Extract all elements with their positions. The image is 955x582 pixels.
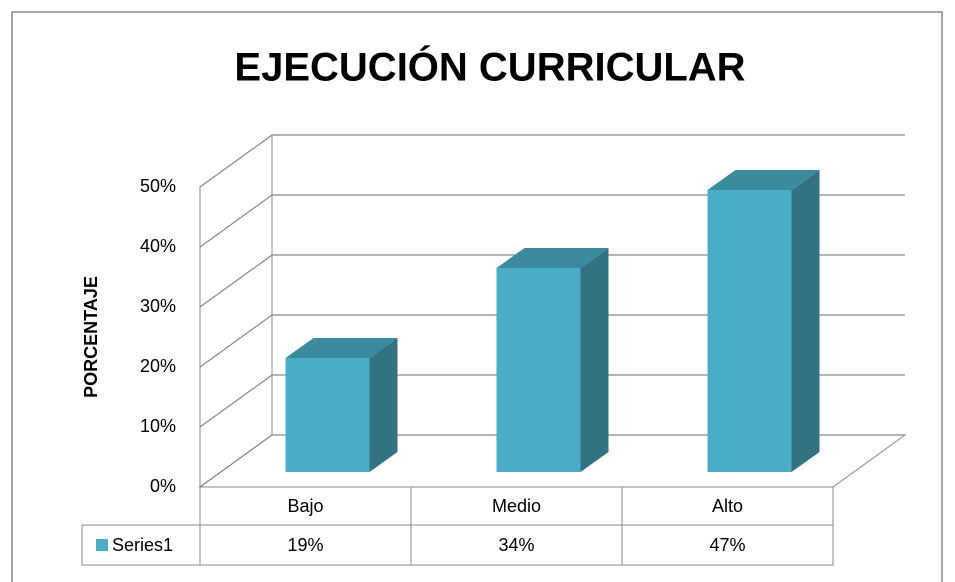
y-tick-label: 40% — [140, 236, 176, 256]
data-label: 47% — [709, 535, 745, 555]
legend-swatch — [96, 539, 108, 551]
bar — [285, 358, 370, 472]
bar-side — [369, 338, 398, 472]
x-tick-label: Medio — [492, 496, 541, 516]
data-label: 34% — [498, 535, 534, 555]
x-tick-label: Alto — [712, 496, 743, 516]
data-label: 19% — [287, 535, 323, 555]
y-axis-label: PORCENTAJE — [81, 276, 101, 398]
bar-top — [707, 170, 820, 190]
y-tick-label: 20% — [140, 356, 176, 376]
bar-top — [285, 338, 398, 358]
bar — [707, 190, 792, 472]
bar-side — [580, 248, 609, 472]
chart-title: EJECUCIÓN CURRICULAR — [234, 44, 745, 90]
bar — [496, 268, 581, 472]
bar-top — [496, 248, 609, 268]
y-tick-label: 30% — [140, 296, 176, 316]
y-tick-label: 50% — [140, 176, 176, 196]
legend-label: Series1 — [112, 535, 173, 555]
y-tick-label: 10% — [140, 416, 176, 436]
table-legend-cell — [81, 524, 834, 566]
x-tick-label: Bajo — [287, 496, 323, 516]
bar-side — [791, 170, 820, 472]
y-tick-label: 0% — [150, 476, 176, 496]
